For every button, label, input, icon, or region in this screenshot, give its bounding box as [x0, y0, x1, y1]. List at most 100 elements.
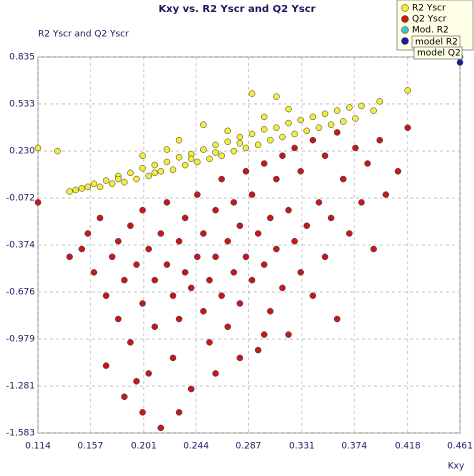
tooltip-label: model Q2	[417, 49, 461, 59]
point	[181, 161, 189, 169]
point	[404, 124, 411, 132]
point	[169, 354, 177, 362]
point	[169, 292, 177, 299]
point	[260, 126, 268, 133]
point	[212, 149, 219, 156]
point	[34, 144, 42, 152]
point	[151, 161, 158, 169]
point	[224, 138, 231, 145]
point	[218, 292, 225, 299]
legend-label: Q2 Yscr	[412, 15, 447, 25]
legend-label: Mod. R2	[412, 26, 449, 36]
point	[346, 230, 353, 237]
y-tick-label: -0.979	[6, 335, 35, 345]
point	[340, 118, 347, 125]
point	[145, 370, 152, 377]
point	[218, 152, 225, 159]
x-tick-label: 0.287	[236, 442, 262, 452]
point	[206, 276, 213, 284]
point	[187, 385, 195, 393]
point	[224, 238, 231, 245]
point	[127, 169, 134, 177]
point	[157, 424, 165, 432]
point	[133, 377, 140, 385]
point	[200, 307, 207, 315]
x-tick-label: 0.331	[289, 442, 315, 452]
legend-label: R2 Yscr	[412, 4, 446, 14]
point	[218, 175, 225, 183]
legend-marker	[401, 15, 409, 23]
point	[285, 206, 292, 214]
point	[206, 155, 213, 163]
point	[352, 115, 359, 122]
point	[297, 269, 304, 276]
point	[102, 177, 110, 184]
point	[273, 93, 280, 100]
point	[315, 199, 323, 206]
point	[212, 206, 219, 214]
point	[163, 199, 171, 206]
x-tick-label: 0.244	[183, 442, 209, 452]
point	[358, 199, 365, 206]
point	[254, 346, 262, 354]
point	[224, 323, 231, 331]
point	[78, 185, 86, 192]
point	[333, 107, 341, 114]
point	[248, 90, 256, 97]
y-tick-label: 0.835	[9, 53, 35, 63]
point	[163, 158, 171, 166]
point	[230, 147, 238, 155]
point	[187, 155, 195, 163]
point	[139, 164, 146, 172]
point	[34, 199, 42, 206]
point	[291, 144, 298, 152]
point	[151, 323, 158, 331]
point	[285, 105, 292, 113]
x-axis-label: Kxy	[448, 462, 465, 472]
point	[236, 133, 244, 141]
point	[309, 292, 317, 299]
point	[102, 292, 110, 299]
point	[181, 214, 189, 222]
point	[139, 152, 146, 159]
point	[340, 175, 347, 183]
chart-title: Kxy vs. R2 Yscr and Q2 Yscr	[158, 4, 315, 15]
point	[200, 121, 207, 128]
point	[346, 104, 353, 111]
point	[291, 238, 298, 245]
point	[254, 141, 262, 149]
point	[321, 152, 329, 159]
point	[248, 191, 256, 198]
x-tick-label: 0.114	[25, 442, 51, 452]
point	[230, 269, 238, 276]
point	[175, 154, 183, 161]
point	[230, 199, 238, 206]
point	[315, 124, 323, 132]
point	[260, 261, 268, 268]
point	[248, 276, 256, 284]
x-tick-label: 0.418	[395, 442, 421, 452]
point	[127, 339, 134, 346]
point	[163, 261, 171, 268]
point	[84, 183, 92, 191]
point	[309, 136, 317, 144]
point	[145, 245, 152, 253]
point	[291, 130, 298, 138]
y-tick-label: 0.230	[9, 147, 35, 157]
x-tick-label: 0.201	[131, 442, 157, 452]
point	[108, 180, 116, 187]
y-axis-label: R2 Yscr and Q2 Yscr	[38, 30, 129, 40]
x-tick-label: 0.461	[447, 442, 473, 452]
point	[242, 168, 250, 175]
point	[78, 245, 86, 253]
point	[236, 354, 244, 362]
point	[260, 331, 268, 338]
x-tick-label: 0.374	[341, 442, 367, 452]
point	[96, 214, 104, 222]
point	[90, 269, 98, 276]
point	[260, 113, 268, 121]
point	[212, 141, 219, 149]
point	[181, 269, 189, 276]
point	[267, 136, 274, 144]
